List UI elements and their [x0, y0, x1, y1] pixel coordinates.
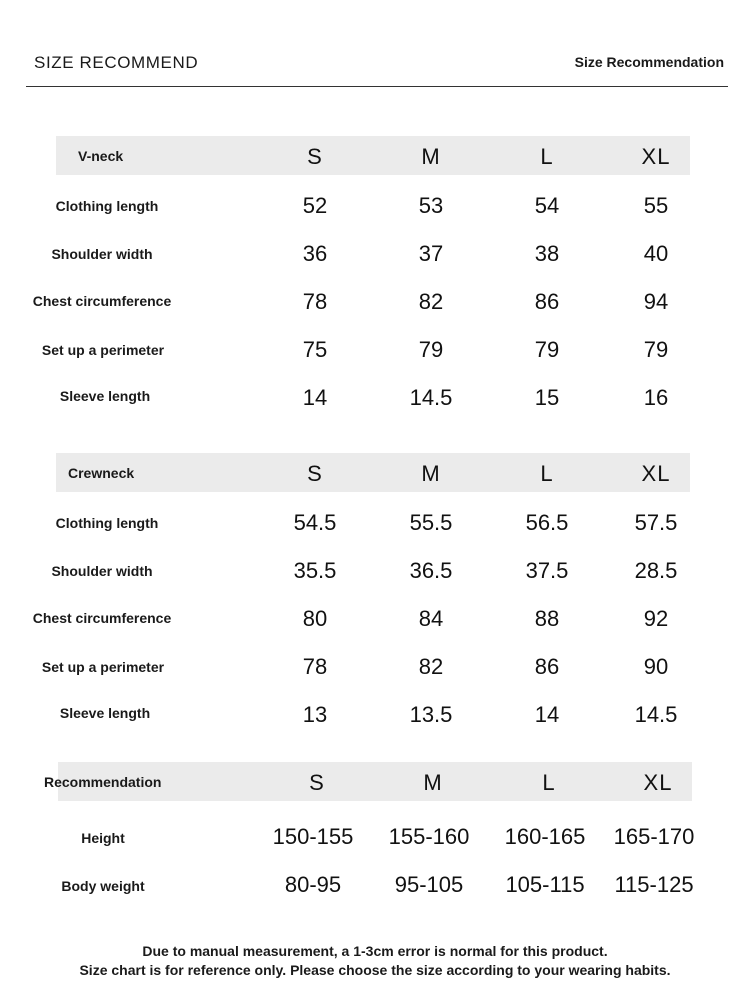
crewneck-section-label: Crewneck: [68, 465, 135, 481]
size-header-m: M: [423, 770, 443, 795]
cell-value: 15: [534, 385, 560, 410]
row-label: Body weight: [61, 878, 145, 894]
cell-value: 78: [302, 654, 328, 679]
cell-value: 79: [418, 337, 444, 362]
cell-value: 40: [643, 241, 669, 266]
cell-value: 79: [534, 337, 560, 362]
cell-value: 80-95: [284, 872, 342, 897]
cell-value: 105-115: [505, 872, 585, 897]
row-label: Height: [81, 830, 125, 846]
row-label: Clothing length: [55, 198, 159, 214]
size-header-xl: XL: [643, 770, 673, 795]
cell-value: 86: [534, 289, 560, 314]
size-header-m: M: [421, 144, 441, 169]
cell-value: 14: [302, 385, 328, 410]
cell-value: 28.5: [634, 558, 678, 583]
page-title: SIZE RECOMMEND: [34, 53, 199, 72]
cell-value: 165-170: [613, 824, 695, 849]
cell-value: 78: [302, 289, 328, 314]
row-label: Set up a perimeter: [41, 342, 165, 358]
cell-value: 95-105: [394, 872, 464, 897]
size-header-l: L: [540, 144, 554, 169]
cell-value: 155-160: [388, 824, 470, 849]
cell-value: 80: [302, 606, 328, 631]
size-header-xl: XL: [641, 461, 671, 486]
cell-value: 94: [643, 289, 669, 314]
vneck-header-band: [56, 136, 690, 175]
disclaimer-line-2: Size chart is for reference only. Please…: [79, 962, 671, 978]
cell-value: 16: [643, 385, 669, 410]
row-label: Shoulder width: [51, 563, 153, 579]
cell-value: 53: [418, 193, 444, 218]
cell-value: 90: [643, 654, 669, 679]
cell-value: 37: [418, 241, 444, 266]
row-label: Sleeve length: [59, 388, 151, 404]
size-header-s: S: [307, 461, 323, 486]
cell-value: 79: [643, 337, 669, 362]
row-label: Sleeve length: [59, 705, 151, 721]
cell-value: 55: [643, 193, 669, 218]
cell-value: 75: [302, 337, 328, 362]
cell-value: 150-155: [272, 824, 354, 849]
cell-value: 92: [643, 606, 669, 631]
cell-value: 55.5: [409, 510, 453, 535]
cell-value: 54: [534, 193, 560, 218]
cell-value: 86: [534, 654, 560, 679]
size-header-s: S: [307, 144, 323, 169]
cell-value: 82: [418, 654, 444, 679]
cell-value: 84: [418, 606, 444, 631]
cell-value: 14.5: [634, 702, 678, 727]
cell-value: 35.5: [293, 558, 337, 583]
row-label: Chest circumference: [32, 610, 172, 626]
vneck-section-label: V-neck: [78, 148, 124, 164]
cell-value: 57.5: [634, 510, 678, 535]
row-label: Chest circumference: [32, 293, 172, 309]
cell-value: 54.5: [293, 510, 337, 535]
row-label: Clothing length: [55, 515, 159, 531]
cell-value: 160-165: [504, 824, 586, 849]
cell-value: 82: [418, 289, 444, 314]
cell-value: 52: [302, 193, 328, 218]
cell-value: 36: [302, 241, 328, 266]
recommendation-section-label: Recommendation: [44, 774, 162, 790]
cell-value: 38: [534, 241, 560, 266]
cell-value: 14.5: [409, 385, 453, 410]
size-header-l: L: [540, 461, 554, 486]
cell-value: 37.5: [525, 558, 569, 583]
cell-value: 115-125: [614, 872, 694, 897]
row-label: Set up a perimeter: [41, 659, 165, 675]
size-header-l: L: [542, 770, 556, 795]
row-label: Shoulder width: [51, 246, 153, 262]
cell-value: 14: [534, 702, 560, 727]
page-subtitle: Size Recommendation: [574, 54, 724, 70]
size-header-s: S: [309, 770, 325, 795]
size-header-xl: XL: [641, 144, 671, 169]
recommendation-header-band: [58, 762, 692, 801]
cell-value: 36.5: [409, 558, 453, 583]
cell-value: 88: [534, 606, 560, 631]
crewneck-header-band: [56, 453, 690, 492]
header-divider: [26, 86, 728, 87]
size-header-m: M: [421, 461, 441, 486]
cell-value: 13: [302, 702, 328, 727]
disclaimer-line-1: Due to manual measurement, a 1-3cm error…: [142, 943, 608, 959]
cell-value: 13.5: [409, 702, 453, 727]
cell-value: 56.5: [525, 510, 569, 535]
